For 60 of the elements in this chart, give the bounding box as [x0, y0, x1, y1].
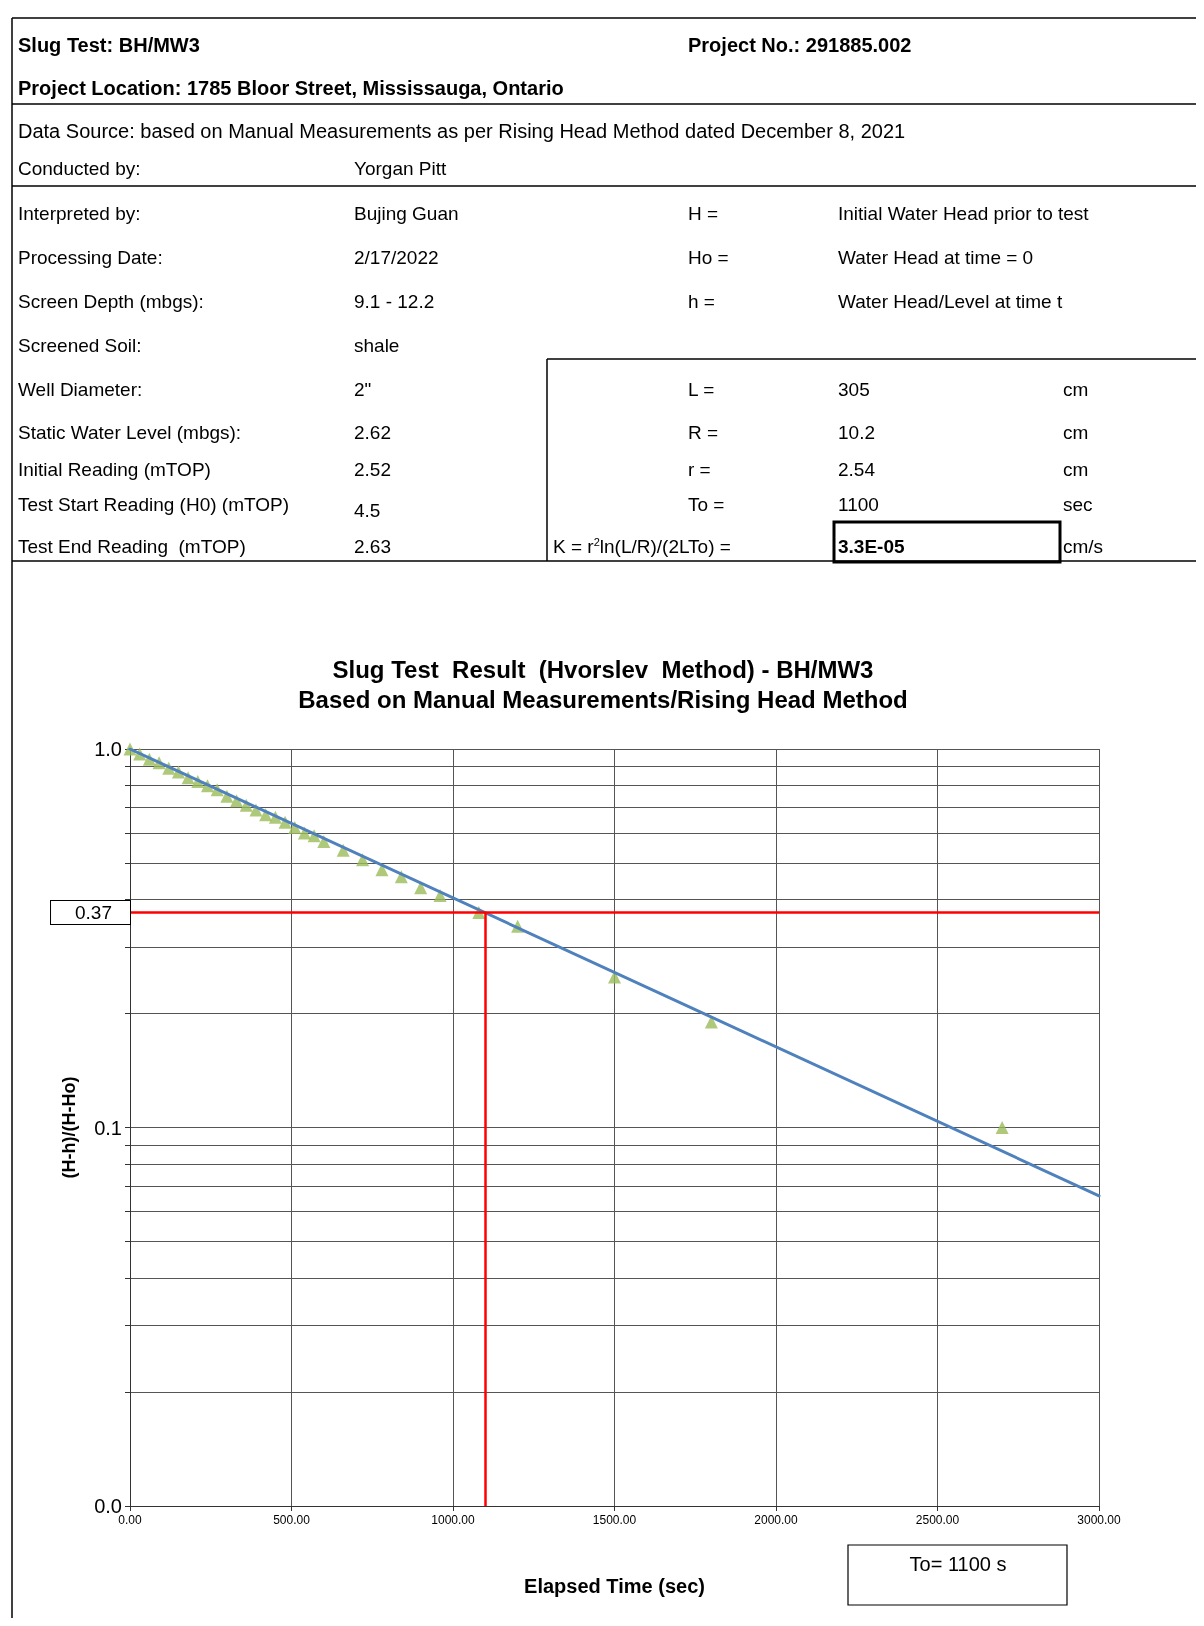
text: Static Water Level (mbgs): — [18, 421, 242, 443]
x-tick-label: 3000.00 — [1077, 1513, 1122, 1527]
text: 9.1 - 12.2 — [354, 290, 435, 312]
text: R = — [688, 421, 719, 443]
text: cm — [1063, 378, 1089, 400]
text: To= 1100 s — [909, 1553, 1007, 1575]
text: 2" — [354, 378, 372, 400]
text: Well Diameter: — [18, 378, 143, 400]
x-tick-label: 1000.00 — [431, 1513, 476, 1527]
text: 305 — [838, 378, 870, 400]
text: Slug Test: BH/MW3 — [18, 34, 200, 56]
text: 2/17/2022 — [354, 246, 439, 268]
text: Water Head at time = 0 — [838, 246, 1034, 268]
source-note: Data Source: based on Manual Measurements as per Rising Head Method dated December 8, 2021 — [18, 120, 906, 142]
text: Screened Soil: — [18, 334, 142, 356]
chart-subtitle: Based on Manual Measurements/Rising Head Method — [298, 685, 908, 713]
y-tick-label: 1.0 — [94, 738, 122, 760]
text: To = — [688, 493, 725, 515]
text: Ho = — [688, 246, 729, 268]
text: Test Start Reading (H0) (mTOP) — [18, 493, 290, 515]
text: 2.54 — [838, 458, 876, 480]
text: Water Head/Level at time t — [838, 290, 1063, 312]
text: 10.2 — [838, 421, 875, 443]
x-tick-label: 1500.00 — [592, 1513, 637, 1527]
text: 1100 — [838, 493, 879, 515]
point — [995, 1121, 1009, 1134]
text: shale — [354, 334, 400, 356]
text: Project Location: 1785 Bloor Street, Mississauga, Ontario — [18, 77, 564, 99]
x-axis-title: Elapsed Time (sec) — [524, 1575, 705, 1597]
text: Yorgan Pitt — [354, 157, 447, 179]
text: 2.52 — [354, 458, 391, 480]
x-tick-label: 2000.00 — [754, 1513, 799, 1527]
text: sec — [1063, 493, 1093, 515]
text: Interpreted by: — [18, 202, 141, 224]
text: Bujing Guan — [354, 202, 459, 224]
text: Processing Date: — [18, 246, 163, 268]
text: Test End Reading (mTOP) — [18, 535, 246, 557]
text: Screen Depth (mbgs): — [18, 290, 204, 312]
text: cm — [1063, 458, 1089, 480]
text: cm/s — [1063, 535, 1104, 557]
text: cm — [1063, 421, 1089, 443]
x-tick-label: 500.00 — [273, 1513, 311, 1527]
text: 3.3E-05 — [838, 535, 905, 557]
x-tick-label: 2500.00 — [915, 1513, 960, 1527]
text: L = — [688, 378, 715, 400]
text: Project No.: 291885.002 — [688, 34, 912, 56]
text: h = — [688, 290, 715, 312]
text: 2.62 — [354, 421, 391, 443]
x-tick-label: 0.00 — [118, 1513, 142, 1527]
y-tick-label: 0.1 — [94, 1116, 122, 1139]
ref-line-label: 0.37 — [75, 901, 112, 923]
chart-title: Slug Test Result (Hvorslev Method) - BH/MW3 — [332, 655, 874, 683]
text: r = — [688, 458, 711, 480]
text: 2.63 — [354, 535, 391, 557]
text: Initial Water Head prior to test — [838, 202, 1090, 224]
text: Initial Reading (mTOP) — [18, 458, 211, 480]
y-axis-title: (H-h)/(H-Ho) — [59, 1076, 79, 1179]
text: H = — [688, 202, 719, 224]
text: Conducted by: — [18, 157, 141, 179]
text: 4.5 — [354, 499, 381, 521]
